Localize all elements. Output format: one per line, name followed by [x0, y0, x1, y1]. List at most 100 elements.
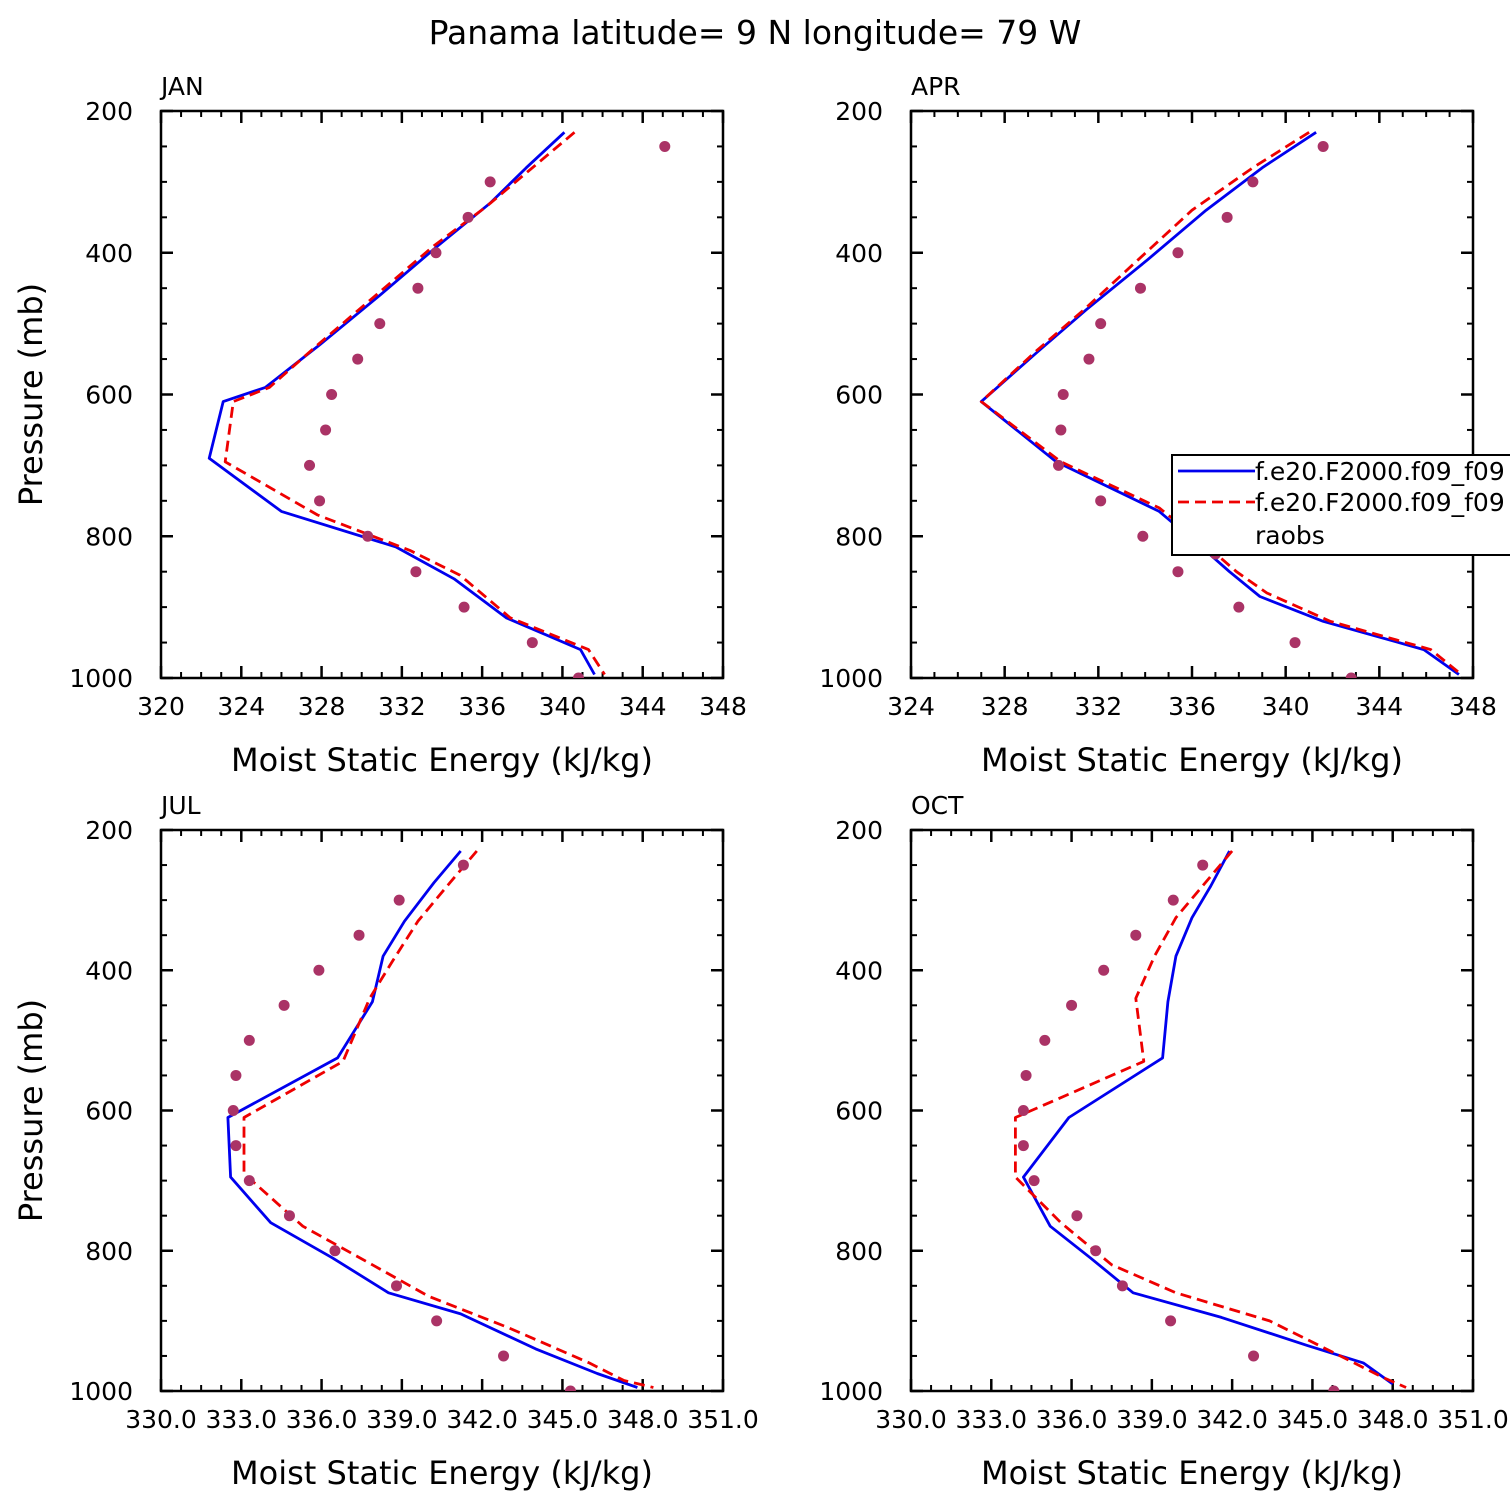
- raobs-point: [1066, 999, 1078, 1011]
- y-tick-label: 1000: [819, 664, 883, 693]
- panel-apr: APR 324 328 332 336 340 344 348 200 400 600 800 1000…: [819, 72, 1496, 779]
- raobs-point: [278, 999, 290, 1011]
- y-tick-label: 600: [835, 381, 883, 410]
- x-tick-label: 328: [981, 692, 1029, 721]
- model-line-dashed: [223, 131, 606, 676]
- y-tick-label: 1000: [69, 664, 133, 693]
- x-tick-label: 332: [1074, 692, 1122, 721]
- raobs-point: [1345, 672, 1357, 678]
- y-axis-label: Pressure (mb): [12, 283, 50, 506]
- raobs-point: [230, 1069, 242, 1081]
- raobs-point: [1165, 1315, 1177, 1327]
- legend-label: f.e20.F2000.f09_f09: [1255, 488, 1505, 517]
- x-tick-label: 330.0: [125, 1405, 197, 1434]
- raobs-point: [412, 282, 424, 294]
- y-tick-label: 400: [85, 239, 133, 268]
- raobs-point: [458, 601, 470, 613]
- raobs-point: [1039, 1034, 1051, 1046]
- x-tick-label: 333.0: [955, 1405, 1027, 1434]
- series-group: [979, 131, 1463, 678]
- x-tick-label: 348.0: [1357, 1405, 1429, 1434]
- y-tick-label: 200: [85, 816, 133, 845]
- raobs-point: [462, 211, 474, 223]
- y-tick-label: 800: [835, 522, 883, 551]
- y-tick-label: 200: [85, 97, 133, 126]
- legend: f.e20.F2000.f09_f09f.e20.F2000.f09_f09ra…: [1171, 454, 1510, 556]
- y-axis-label: Pressure (mb): [12, 999, 50, 1222]
- x-tick-label: 320: [137, 692, 185, 721]
- raobs-point: [1233, 601, 1245, 613]
- raobs-point: [1055, 424, 1067, 436]
- panel-jul: JUL 330.0 333.0 336.0 339.0 342.0 345.0 348.0 35…: [12, 791, 759, 1492]
- y-tick-label: 200: [835, 97, 883, 126]
- x-tick-label: 328: [298, 692, 346, 721]
- model-line-dashed: [1014, 850, 1407, 1389]
- raobs-point: [1134, 282, 1146, 294]
- raobs-point: [1172, 566, 1184, 578]
- y-tick-label: 800: [85, 522, 133, 551]
- x-tick-label: 340: [1262, 692, 1310, 721]
- raobs-point: [572, 672, 584, 678]
- y-tick-label: 400: [835, 956, 883, 985]
- raobs-point: [1090, 1245, 1102, 1257]
- raobs-point: [1098, 964, 1110, 976]
- x-axis-label: Moist Static Energy (kJ/kg): [231, 741, 653, 779]
- raobs-point: [1095, 318, 1107, 330]
- x-tick-label: 342.0: [446, 1405, 518, 1434]
- raobs-point: [1020, 1069, 1032, 1081]
- y-tick-label: 800: [835, 1237, 883, 1266]
- raobs-point: [353, 929, 365, 941]
- raobs-point: [1289, 637, 1301, 649]
- legend-label: raobs: [1255, 521, 1325, 550]
- x-tick-label: 344: [619, 692, 667, 721]
- raobs-point: [391, 1280, 403, 1292]
- raobs-point: [1083, 353, 1095, 365]
- y-tick-label: 600: [835, 1097, 883, 1126]
- raobs-point: [352, 353, 364, 365]
- raobs-point: [243, 1034, 255, 1046]
- x-tick-label: 339.0: [1116, 1405, 1188, 1434]
- panel-title: OCT: [911, 791, 964, 820]
- raobs-point: [283, 1210, 295, 1222]
- raobs-point: [1167, 894, 1179, 906]
- plot-frame: [909, 828, 1475, 1393]
- raobs-point: [1116, 1280, 1128, 1292]
- legend-label: f.e20.F2000.f09_f09: [1255, 457, 1505, 486]
- x-tick-label: 336.0: [286, 1405, 358, 1434]
- x-tick-label: 340: [539, 692, 587, 721]
- y-tick-label: 1000: [819, 1377, 883, 1406]
- x-tick-label: 345.0: [527, 1405, 599, 1434]
- series-group: [1014, 850, 1407, 1391]
- model-line-solid: [207, 131, 596, 676]
- raobs-point: [1057, 389, 1069, 400]
- raobs-point: [1197, 859, 1209, 871]
- x-tick-label: 332: [378, 692, 426, 721]
- raobs-point: [1137, 530, 1149, 542]
- panel-title: APR: [911, 72, 961, 101]
- x-tick-label: 342.0: [1196, 1405, 1268, 1434]
- series-group: [207, 131, 671, 678]
- y-tick-label: 600: [85, 1097, 133, 1126]
- raobs-point: [320, 424, 332, 436]
- x-axis-label: Moist Static Energy (kJ/kg): [231, 1454, 653, 1492]
- y-tick-label: 400: [85, 956, 133, 985]
- raobs-point: [393, 894, 405, 906]
- model-line-dashed: [979, 131, 1463, 676]
- raobs-point: [1328, 1385, 1340, 1391]
- raobs-point: [484, 176, 496, 188]
- model-line-dashed: [242, 850, 654, 1389]
- y-tick-label: 400: [835, 239, 883, 268]
- x-tick-label: 345.0: [1277, 1405, 1349, 1434]
- raobs-point: [230, 1140, 242, 1152]
- raobs-point: [457, 859, 469, 871]
- plot-frame: [159, 828, 725, 1393]
- raobs-point: [659, 140, 671, 152]
- panel-title: JAN: [159, 72, 204, 101]
- x-tick-label: 339.0: [366, 1405, 438, 1434]
- raobs-point: [526, 637, 538, 649]
- raobs-point: [314, 495, 326, 507]
- panel-jan: JAN 320 324 328 332 336 340 344 348 200 400 600 800 1…: [12, 72, 747, 779]
- y-tick-label: 200: [835, 816, 883, 845]
- raobs-point: [1071, 1210, 1083, 1222]
